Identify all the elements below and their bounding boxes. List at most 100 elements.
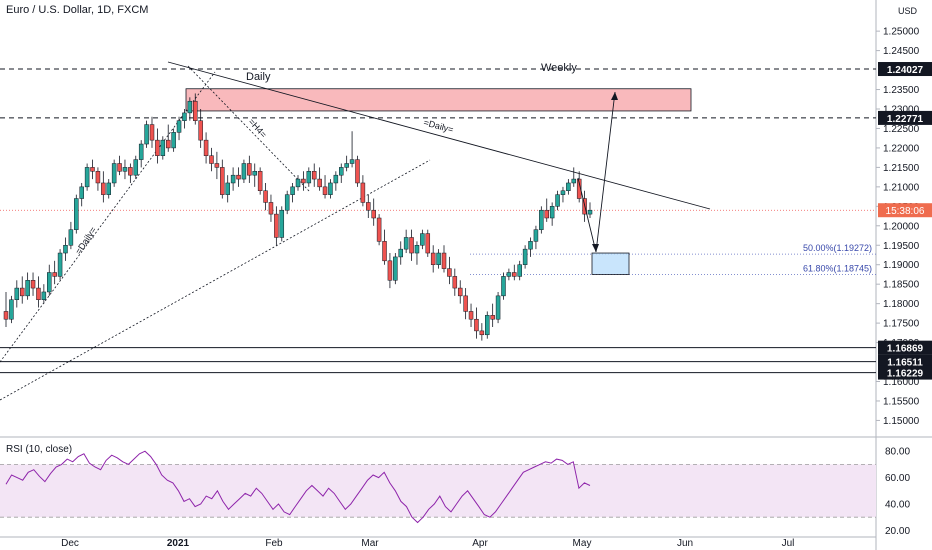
candle (495, 291, 501, 324)
candle-body (436, 252, 441, 265)
candle (274, 206, 279, 246)
current-price-label: 15:38:06 (886, 206, 925, 217)
price-tick-label: 1.18000 (883, 299, 920, 310)
candle (176, 116, 182, 141)
candle (95, 167, 101, 191)
candle-body (90, 167, 95, 172)
candle-body (560, 190, 566, 195)
candle (68, 221, 74, 250)
candle-body (571, 178, 577, 184)
candle-body (95, 171, 101, 184)
candle (311, 163, 317, 187)
candle-body (111, 163, 117, 184)
candle-body (3, 311, 9, 320)
candle (447, 256, 452, 285)
candle (171, 128, 176, 152)
candle (63, 237, 68, 261)
candle (284, 190, 290, 215)
price-tick-label: 1.15500 (883, 396, 920, 407)
candle-body (284, 194, 290, 211)
candle-body (57, 252, 63, 277)
candle-body (430, 252, 436, 265)
candle-body (155, 139, 160, 156)
candle-body (220, 167, 225, 195)
candle (79, 182, 84, 207)
candle (555, 190, 560, 211)
candle (144, 120, 149, 148)
candle-body (52, 272, 57, 277)
candle (441, 245, 447, 273)
candle-body (441, 252, 447, 269)
candle-body (30, 280, 36, 289)
candle-body (230, 174, 236, 184)
daily-zone-label: Daily (246, 71, 271, 83)
candle-body (257, 171, 263, 192)
candle-body (214, 163, 220, 168)
candle (528, 237, 533, 257)
candle-body (311, 171, 317, 180)
candle-body (528, 241, 533, 250)
candle-body (409, 237, 414, 254)
candle (187, 97, 193, 121)
candle-body (376, 217, 382, 242)
candle-body (68, 229, 74, 246)
candle (198, 109, 203, 148)
candle-body (452, 276, 458, 289)
candle-body (587, 209, 593, 215)
candle (149, 116, 155, 148)
candle-body (252, 171, 257, 176)
supply-zone (185, 88, 692, 112)
projection-arrowhead-down (592, 244, 599, 252)
chart-title: Euro / U.S. Dollar, 1D, FXCM (6, 4, 149, 16)
candle (36, 276, 41, 308)
time-tick-label: Jun (677, 538, 693, 549)
candle-body (117, 163, 122, 172)
price-tick-label: 1.21000 (883, 182, 920, 193)
time-tick-label: Apr (472, 538, 488, 549)
candle (414, 241, 420, 265)
time-tick-label: Jul (782, 538, 795, 549)
candle-body (290, 186, 295, 195)
price-tick-label: 1.24500 (883, 46, 920, 57)
price-tick-label: 1.15000 (883, 416, 920, 427)
candle-body (366, 202, 371, 211)
candle-body (241, 163, 247, 180)
candle-body (133, 159, 139, 176)
candle (84, 163, 90, 191)
candle (339, 163, 344, 183)
candle-body (63, 245, 68, 254)
candle-body (274, 213, 279, 238)
candle-body (165, 139, 171, 149)
candle (409, 229, 414, 261)
level-tag (878, 110, 932, 125)
candle-body (533, 229, 539, 242)
candle (501, 272, 506, 300)
candle (474, 307, 479, 339)
candle-body (506, 272, 512, 277)
candle-body (263, 190, 268, 203)
price-tick-label: 1.18500 (883, 280, 920, 291)
candle-body (517, 264, 522, 277)
candle-body (490, 315, 495, 320)
price-tick-label: 1.25000 (883, 27, 920, 38)
candle-body (355, 159, 360, 184)
candle-body (36, 287, 41, 301)
candle (360, 175, 366, 207)
candle (549, 202, 555, 226)
candle (587, 202, 593, 218)
candle (544, 198, 549, 222)
price-tick-label: 1.22000 (883, 143, 920, 154)
candle-body (495, 295, 501, 320)
candle (290, 182, 295, 203)
rsi-line (5, 450, 591, 524)
candle-body (522, 248, 528, 265)
candle-body (344, 163, 349, 168)
candle-body (457, 287, 463, 297)
current-price-tag (878, 203, 932, 218)
candle-body (128, 167, 133, 176)
rsi-tick-label: 20.00 (885, 526, 910, 537)
candle-body (576, 178, 582, 199)
candle-body (360, 182, 366, 203)
